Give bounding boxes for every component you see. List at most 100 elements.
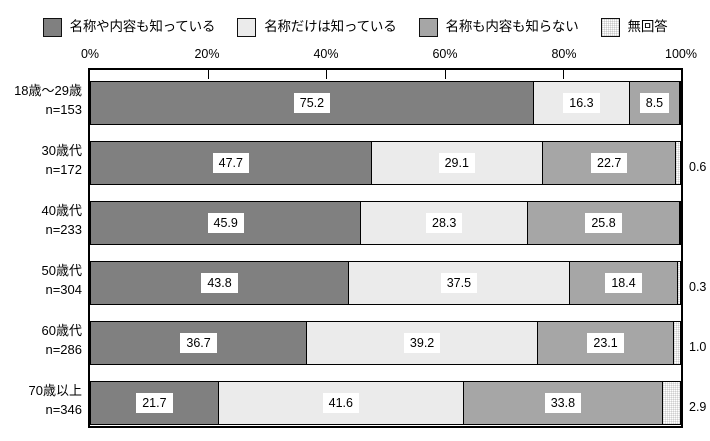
legend-item-2: 名称も内容も知らない <box>418 17 579 37</box>
bar-segment-3-0[interactable]: 43.8 <box>91 262 349 304</box>
bar-segment-1-3[interactable] <box>676 142 680 184</box>
x-tick-0: 0% <box>80 47 100 61</box>
x-gridline-80 <box>562 70 564 79</box>
legend-swatch-known-both-icon <box>42 17 62 37</box>
bar-segment-5-2[interactable]: 33.8 <box>463 382 663 424</box>
category-label-4: 60歳代 n=286 <box>0 322 82 360</box>
category-n-2: n=233 <box>45 221 82 237</box>
legend-item-1: 名称だけは知っている <box>237 17 397 37</box>
bar-value-3-1: 37.5 <box>440 272 478 294</box>
plot-inner: 75.2 16.3 8.5 47.7 <box>90 70 681 426</box>
bar-value-1-0: 47.7 <box>212 152 249 174</box>
bar-segment-3-3[interactable] <box>678 262 680 304</box>
bar-value-1-2: 22.7 <box>591 152 628 174</box>
x-tick-100: 100% <box>665 47 697 61</box>
category-label-3: 50歳代 n=304 <box>0 262 82 300</box>
bar-segment-2-0[interactable]: 45.9 <box>91 202 362 244</box>
bar-value-4-2: 23.1 <box>587 332 624 354</box>
chart-legend: 名称や内容も知っている 名称だけは知っている 名称も内容も知らない 無回答 <box>0 12 710 42</box>
category-label-5: 70歳以上 n=346 <box>0 382 82 420</box>
stacked-bar-5: 21.7 41.6 33.8 <box>90 381 681 425</box>
bar-value-1-1: 29.1 <box>438 152 475 174</box>
bar-value-0-0: 75.2 <box>293 92 331 114</box>
bar-segment-3-1[interactable]: 37.5 <box>348 262 570 304</box>
legend-item-3: 無回答 <box>600 17 668 37</box>
bar-segment-1-1[interactable]: 29.1 <box>371 142 543 184</box>
stacked-bar-0: 75.2 16.3 8.5 <box>90 81 681 125</box>
legend-swatch-name-only-icon <box>237 17 257 37</box>
bar-value-2-2: 25.8 <box>585 212 622 234</box>
outside-value-5: 2.9 <box>689 400 707 414</box>
category-name-4: 60歳代 <box>41 323 82 338</box>
category-name-1: 30歳代 <box>41 143 82 158</box>
outside-value-3: 0.3 <box>689 280 707 294</box>
bar-value-5-1: 41.6 <box>322 392 359 414</box>
legend-label-3: 無回答 <box>627 19 668 35</box>
bar-value-3-2: 18.4 <box>605 272 642 294</box>
outside-value-1: 0.6 <box>689 160 707 174</box>
category-name-5: 70歳以上 <box>28 383 82 398</box>
bar-segment-1-0[interactable]: 47.7 <box>91 142 372 184</box>
bar-segment-3-2[interactable]: 18.4 <box>569 262 679 304</box>
bar-value-0-1: 16.3 <box>563 92 600 114</box>
bar-value-0-2: 8.5 <box>639 92 670 114</box>
bar-value-2-0: 45.9 <box>207 212 244 234</box>
category-name-0: 18歳〜29歳 <box>14 83 82 98</box>
category-label-1: 30歳代 n=172 <box>0 142 82 180</box>
bar-segment-0-2[interactable]: 8.5 <box>629 82 680 124</box>
bar-segment-4-2[interactable]: 23.1 <box>538 322 675 364</box>
bar-value-4-1: 39.2 <box>403 332 441 354</box>
category-name-3: 50歳代 <box>41 263 82 278</box>
bar-segment-4-3[interactable] <box>674 322 680 364</box>
x-tick-40: 40% <box>313 47 339 61</box>
bar-segment-2-1[interactable]: 28.3 <box>361 202 529 244</box>
bar-segment-4-1[interactable]: 39.2 <box>307 322 539 364</box>
plot-area: 75.2 16.3 8.5 47.7 <box>88 68 683 428</box>
legend-label-2: 名称も内容も知らない <box>445 19 579 35</box>
bar-segment-2-2[interactable]: 25.8 <box>528 202 680 244</box>
bar-row-1: 47.7 29.1 22.7 <box>90 141 681 185</box>
bar-value-5-2: 33.8 <box>544 392 582 414</box>
stacked-bar-2: 45.9 28.3 25.8 <box>90 201 681 245</box>
category-name-2: 40歳代 <box>41 203 82 218</box>
bar-segment-5-0[interactable]: 21.7 <box>91 382 219 424</box>
legend-swatch-no-answer-icon <box>600 17 620 37</box>
bar-row-2: 45.9 28.3 25.8 <box>90 201 681 245</box>
bar-segment-0-1[interactable]: 16.3 <box>533 82 630 124</box>
legend-item-0: 名称や内容も知っている <box>42 17 216 37</box>
bar-value-3-0: 43.8 <box>201 272 238 294</box>
bar-segment-5-1[interactable]: 41.6 <box>218 382 464 424</box>
bar-segment-5-3[interactable] <box>662 382 680 424</box>
bar-value-5-0: 21.7 <box>136 392 173 414</box>
x-gridline-40 <box>326 70 328 79</box>
legend-label-0: 名称や内容も知っている <box>69 19 216 35</box>
category-n-5: n=346 <box>45 401 82 417</box>
category-n-0: n=153 <box>45 101 82 117</box>
x-tick-60: 60% <box>432 47 458 61</box>
outside-value-4: 1.0 <box>689 340 707 354</box>
category-label-2: 40歳代 n=233 <box>0 202 82 240</box>
category-label-0: 18歳〜29歳 n=153 <box>0 82 82 120</box>
x-tick-80: 80% <box>551 47 577 61</box>
legend-swatch-unknown-icon <box>418 17 438 37</box>
x-gridline-20 <box>208 70 210 79</box>
bar-segment-4-0[interactable]: 36.7 <box>91 322 308 364</box>
bar-row-3: 43.8 37.5 18.4 <box>90 261 681 305</box>
stacked-bar-3: 43.8 37.5 18.4 <box>90 261 681 305</box>
bar-row-0: 75.2 16.3 8.5 <box>90 81 681 125</box>
bar-value-2-1: 28.3 <box>426 212 463 234</box>
stacked-bar-1: 47.7 29.1 22.7 <box>90 141 681 185</box>
category-n-3: n=304 <box>45 281 82 297</box>
category-n-4: n=286 <box>45 341 82 357</box>
bar-row-5: 21.7 41.6 33.8 <box>90 381 681 425</box>
bar-segment-0-0[interactable]: 75.2 <box>91 82 534 124</box>
x-tick-20: 20% <box>194 47 220 61</box>
bar-value-4-0: 36.7 <box>180 332 217 354</box>
x-axis-tick-labels: 0% 20% 40% 60% 80% 100% <box>0 48 710 64</box>
legend-label-1: 名称だけは知っている <box>264 19 397 35</box>
category-n-1: n=172 <box>45 161 82 177</box>
bar-segment-1-2[interactable]: 22.7 <box>542 142 677 184</box>
x-gridline-60 <box>444 70 446 79</box>
stacked-bar-4: 36.7 39.2 23.1 <box>90 321 681 365</box>
